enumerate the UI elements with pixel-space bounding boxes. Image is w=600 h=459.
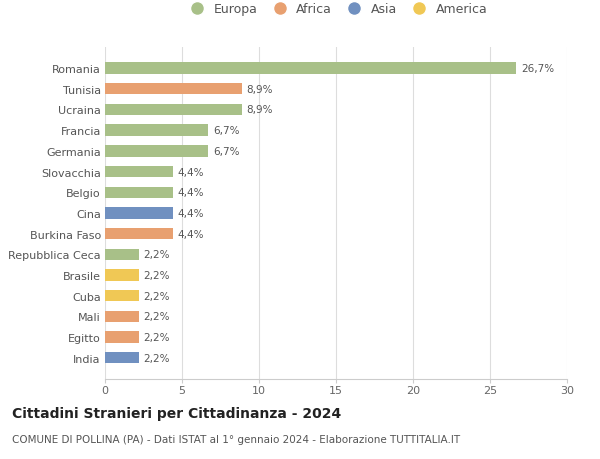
Bar bbox=[105, 229, 173, 240]
Text: Cittadini Stranieri per Cittadinanza - 2024: Cittadini Stranieri per Cittadinanza - 2… bbox=[12, 406, 341, 420]
Bar bbox=[105, 167, 173, 178]
Bar bbox=[105, 311, 139, 322]
Bar bbox=[105, 270, 139, 281]
Bar bbox=[105, 63, 516, 74]
Text: 4,4%: 4,4% bbox=[178, 167, 204, 177]
Text: 2,2%: 2,2% bbox=[143, 270, 170, 280]
Text: 8,9%: 8,9% bbox=[247, 84, 273, 95]
Text: 2,2%: 2,2% bbox=[143, 332, 170, 342]
Text: 2,2%: 2,2% bbox=[143, 312, 170, 322]
Bar bbox=[105, 208, 173, 219]
Text: 4,4%: 4,4% bbox=[178, 208, 204, 218]
Text: 6,7%: 6,7% bbox=[213, 146, 239, 157]
Text: 2,2%: 2,2% bbox=[143, 291, 170, 301]
Bar bbox=[105, 146, 208, 157]
Bar bbox=[105, 105, 242, 116]
Bar bbox=[105, 125, 208, 136]
Bar bbox=[105, 187, 173, 198]
Text: COMUNE DI POLLINA (PA) - Dati ISTAT al 1° gennaio 2024 - Elaborazione TUTTITALIA: COMUNE DI POLLINA (PA) - Dati ISTAT al 1… bbox=[12, 434, 460, 444]
Bar bbox=[105, 249, 139, 260]
Bar bbox=[105, 84, 242, 95]
Text: 2,2%: 2,2% bbox=[143, 353, 170, 363]
Text: 26,7%: 26,7% bbox=[521, 64, 554, 74]
Bar bbox=[105, 353, 139, 364]
Text: 2,2%: 2,2% bbox=[143, 250, 170, 260]
Legend: Europa, Africa, Asia, America: Europa, Africa, Asia, America bbox=[179, 0, 493, 21]
Text: 8,9%: 8,9% bbox=[247, 105, 273, 115]
Text: 6,7%: 6,7% bbox=[213, 126, 239, 136]
Bar bbox=[105, 332, 139, 343]
Text: 4,4%: 4,4% bbox=[178, 188, 204, 198]
Text: 4,4%: 4,4% bbox=[178, 229, 204, 239]
Bar bbox=[105, 291, 139, 302]
